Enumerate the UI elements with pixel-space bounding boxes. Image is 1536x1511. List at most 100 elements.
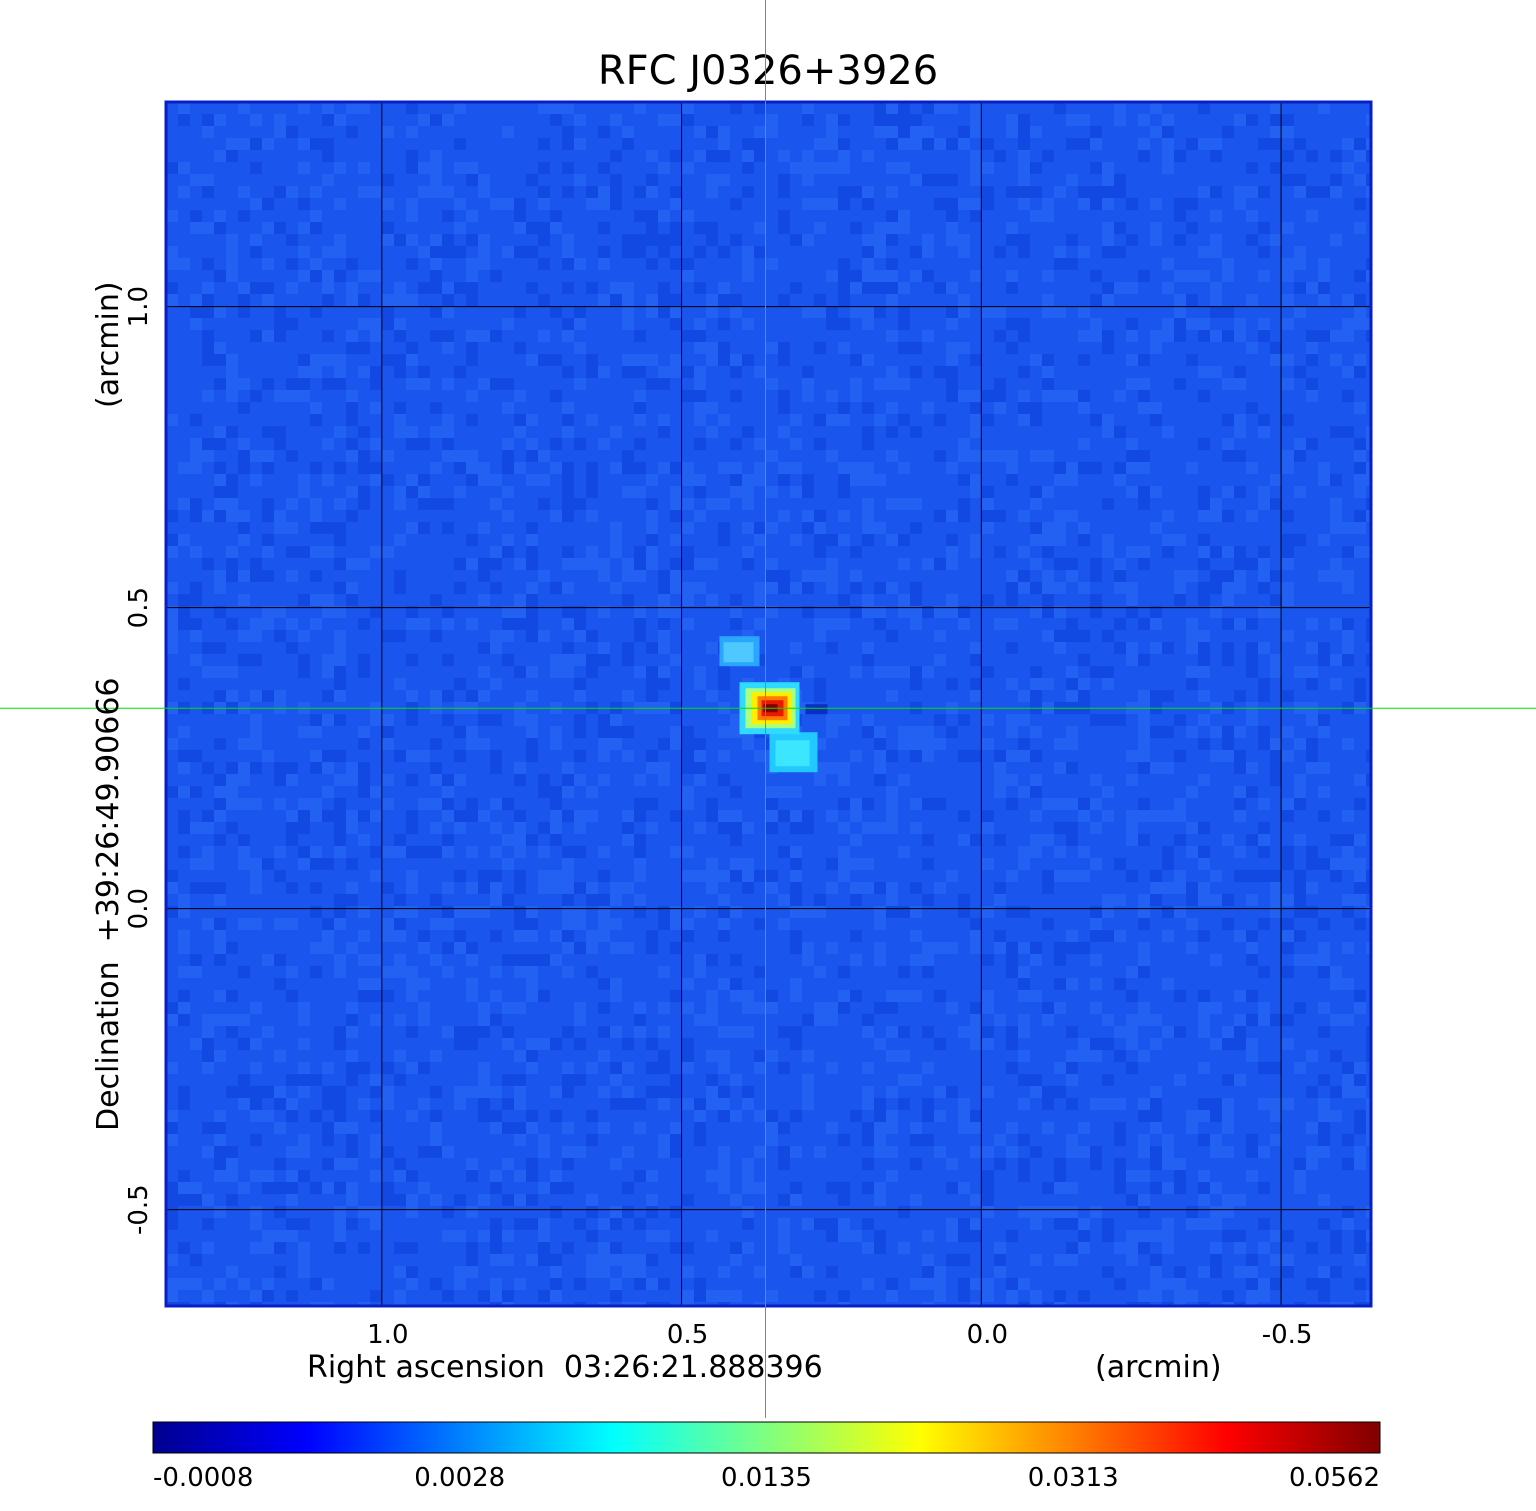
noise-cell (1150, 894, 1162, 906)
noise-cell (934, 882, 946, 894)
noise-cell (226, 798, 238, 810)
noise-cell (538, 882, 550, 894)
noise-cell (1246, 762, 1258, 774)
noise-cell (1078, 438, 1090, 450)
noise-cell (658, 414, 670, 426)
noise-cell (754, 474, 766, 486)
noise-cell (1342, 942, 1354, 954)
noise-cell (946, 306, 958, 318)
noise-cell (1090, 138, 1102, 150)
noise-cell (598, 1086, 610, 1098)
noise-cell (334, 162, 346, 174)
noise-cell (1198, 1098, 1210, 1110)
noise-cell (502, 438, 514, 450)
noise-cell (1354, 1086, 1366, 1098)
noise-cell (478, 1086, 490, 1098)
noise-cell (862, 822, 874, 834)
noise-cell (706, 186, 718, 198)
noise-cell (514, 930, 526, 942)
noise-cell (538, 186, 550, 198)
noise-cell (646, 822, 658, 834)
noise-cell (958, 906, 970, 918)
noise-cell (1198, 1026, 1210, 1038)
noise-cell (1006, 1290, 1018, 1302)
noise-cell (826, 390, 838, 402)
noise-cell (178, 1086, 190, 1098)
noise-cell (1234, 186, 1246, 198)
noise-cell (1270, 498, 1282, 510)
noise-cell (1198, 654, 1210, 666)
noise-cell (550, 654, 562, 666)
noise-cell (766, 990, 778, 1002)
noise-cell (502, 1230, 514, 1242)
noise-cell (1246, 1254, 1258, 1266)
noise-cell (1282, 690, 1294, 702)
noise-cell (1126, 1170, 1138, 1182)
noise-cell (646, 222, 658, 234)
noise-cell (358, 162, 370, 174)
noise-cell (718, 354, 730, 366)
noise-cell (1282, 894, 1294, 906)
noise-cell (1282, 126, 1294, 138)
noise-cell (358, 486, 370, 498)
noise-cell (1354, 174, 1366, 186)
noise-cell (286, 810, 298, 822)
noise-cell (1054, 798, 1066, 810)
noise-cell (298, 630, 310, 642)
noise-cell (562, 930, 574, 942)
noise-cell (190, 966, 202, 978)
noise-cell (694, 1122, 706, 1134)
noise-cell (1030, 522, 1042, 534)
noise-cell (1234, 990, 1246, 1002)
noise-cell (898, 558, 910, 570)
noise-cell (178, 498, 190, 510)
noise-cell (382, 318, 394, 330)
noise-cell (670, 1134, 682, 1146)
noise-cell (478, 462, 490, 474)
noise-cell (634, 870, 646, 882)
noise-cell (730, 1254, 742, 1266)
noise-cell (346, 1074, 358, 1086)
noise-cell (466, 1266, 478, 1278)
noise-cell (214, 942, 226, 954)
noise-cell (430, 1278, 442, 1290)
noise-cell (574, 906, 586, 918)
noise-cell (1354, 354, 1366, 366)
noise-cell (490, 630, 502, 642)
noise-cell (274, 306, 286, 318)
noise-cell (262, 690, 274, 702)
noise-cell (490, 762, 502, 774)
noise-cell (526, 606, 538, 618)
noise-cell (886, 786, 898, 798)
noise-cell (1282, 174, 1294, 186)
noise-cell (346, 594, 358, 606)
noise-cell (766, 378, 778, 390)
noise-cell (1246, 1290, 1258, 1302)
noise-cell (1234, 1266, 1246, 1278)
noise-cell (454, 138, 466, 150)
noise-cell (718, 1302, 730, 1306)
noise-cell (1030, 1290, 1042, 1302)
noise-cell (202, 354, 214, 366)
noise-cell (562, 366, 574, 378)
noise-cell (886, 630, 898, 642)
noise-cell (358, 1302, 370, 1306)
noise-cell (514, 246, 526, 258)
noise-cell (622, 594, 634, 606)
noise-cell (454, 1230, 466, 1242)
noise-cell (502, 834, 514, 846)
noise-cell (1318, 330, 1330, 342)
noise-cell (1366, 618, 1371, 630)
noise-cell (910, 366, 922, 378)
noise-cell (346, 258, 358, 270)
noise-cell (226, 378, 238, 390)
noise-cell (922, 942, 934, 954)
noise-cell (1150, 882, 1162, 894)
noise-cell (502, 630, 514, 642)
noise-cell (754, 1266, 766, 1278)
noise-cell (1138, 1050, 1150, 1062)
noise-cell (646, 1278, 658, 1290)
noise-cell (802, 378, 814, 390)
noise-cell (1318, 858, 1330, 870)
noise-cell (1078, 870, 1090, 882)
